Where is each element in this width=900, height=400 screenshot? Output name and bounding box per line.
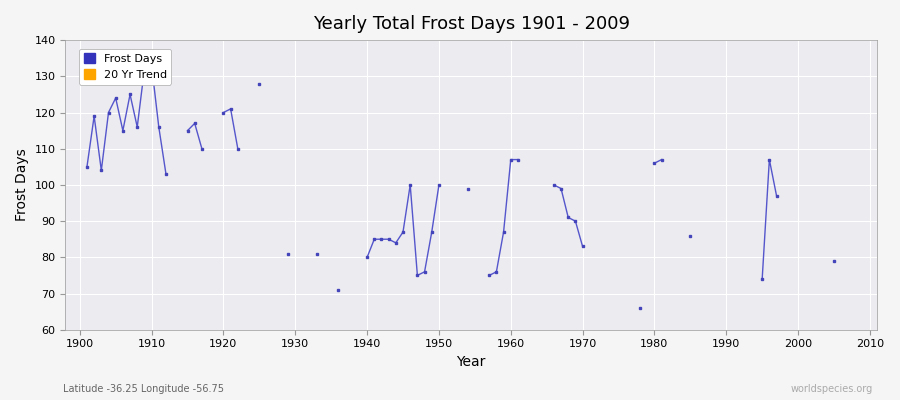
X-axis label: Year: Year xyxy=(456,355,486,369)
Legend: Frost Days, 20 Yr Trend: Frost Days, 20 Yr Trend xyxy=(79,48,171,84)
Text: worldspecies.org: worldspecies.org xyxy=(791,384,873,394)
Title: Yearly Total Frost Days 1901 - 2009: Yearly Total Frost Days 1901 - 2009 xyxy=(313,15,630,33)
Y-axis label: Frost Days: Frost Days xyxy=(15,148,29,221)
Text: Latitude -36.25 Longitude -56.75: Latitude -36.25 Longitude -56.75 xyxy=(63,384,224,394)
